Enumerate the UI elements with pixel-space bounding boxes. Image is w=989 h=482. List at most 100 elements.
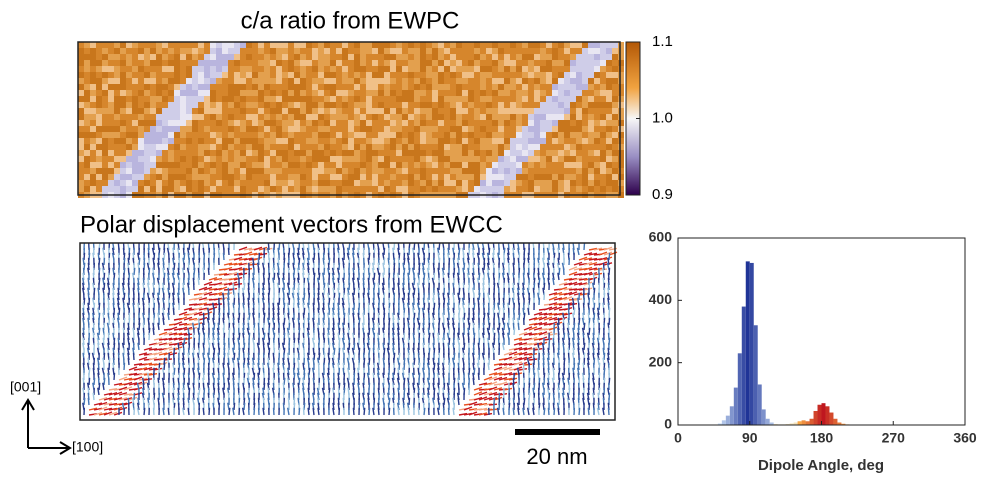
map-pixel <box>240 78 246 84</box>
displacement-vector <box>228 248 229 255</box>
map-pixel <box>84 162 90 168</box>
map-pixel <box>96 132 102 138</box>
map-pixel <box>168 120 174 126</box>
map-pixel <box>456 96 462 102</box>
map-pixel <box>96 108 102 114</box>
map-pixel <box>264 114 270 120</box>
map-pixel <box>162 138 168 144</box>
map-pixel <box>156 168 162 174</box>
map-pixel <box>474 84 480 90</box>
map-pixel <box>120 114 126 120</box>
map-pixel <box>252 108 258 114</box>
map-pixel <box>486 48 492 54</box>
map-pixel <box>138 108 144 114</box>
map-pixel <box>396 66 402 72</box>
map-pixel <box>264 144 270 150</box>
map-pixel <box>210 42 216 48</box>
map-pixel <box>150 132 156 138</box>
map-pixel <box>564 144 570 150</box>
map-pixel <box>384 96 390 102</box>
map-pixel <box>450 60 456 66</box>
displacement-vector <box>153 328 154 335</box>
map-pixel <box>438 168 444 174</box>
map-pixel <box>264 90 270 96</box>
map-pixel <box>552 96 558 102</box>
map-pixel <box>120 84 126 90</box>
map-pixel <box>444 186 450 192</box>
displacement-vector <box>158 243 159 250</box>
displacement-vector <box>234 353 235 360</box>
map-pixel <box>468 102 474 108</box>
map-pixel <box>426 78 432 84</box>
map-pixel <box>558 180 564 186</box>
map-pixel <box>78 78 84 84</box>
map-pixel <box>300 186 306 192</box>
map-pixel <box>300 96 306 102</box>
map-pixel <box>492 150 498 156</box>
map-pixel <box>204 54 210 60</box>
map-pixel <box>198 162 204 168</box>
map-pixel <box>618 108 624 114</box>
map-pixel <box>486 78 492 84</box>
map-pixel <box>594 96 600 102</box>
map-pixel <box>174 186 180 192</box>
map-pixel <box>276 108 282 114</box>
map-pixel <box>576 114 582 120</box>
map-pixel <box>192 84 198 90</box>
map-pixel <box>276 66 282 72</box>
map-pixel <box>222 54 228 60</box>
map-pixel <box>84 186 90 192</box>
map-pixel <box>276 156 282 162</box>
map-pixel <box>474 54 480 60</box>
map-pixel <box>546 108 552 114</box>
displacement-vector <box>184 338 185 345</box>
map-pixel <box>606 180 612 186</box>
map-pixel <box>126 162 132 168</box>
map-pixel <box>288 126 294 132</box>
map-pixel <box>78 180 84 186</box>
map-pixel <box>462 60 468 66</box>
map-pixel <box>228 66 234 72</box>
map-pixel <box>168 138 174 144</box>
map-pixel <box>510 84 516 90</box>
map-pixel <box>492 144 498 150</box>
map-pixel <box>420 78 426 84</box>
map-pixel <box>234 60 240 66</box>
map-pixel <box>504 60 510 66</box>
map-pixel <box>240 156 246 162</box>
map-pixel <box>168 156 174 162</box>
map-pixel <box>582 42 588 48</box>
map-pixel <box>552 186 558 192</box>
map-pixel <box>546 138 552 144</box>
map-pixel <box>324 84 330 90</box>
map-pixel <box>498 144 504 150</box>
map-pixel <box>408 186 414 192</box>
displacement-vector <box>544 339 552 340</box>
map-pixel <box>276 48 282 54</box>
map-pixel <box>114 42 120 48</box>
map-pixel <box>582 108 588 114</box>
map-pixel <box>366 144 372 150</box>
map-pixel <box>204 72 210 78</box>
displacement-vector <box>354 353 355 360</box>
map-pixel <box>300 156 306 162</box>
map-pixel <box>174 156 180 162</box>
map-pixel <box>264 132 270 138</box>
map-pixel <box>588 156 594 162</box>
map-pixel <box>528 78 534 84</box>
map-pixel <box>432 78 438 84</box>
map-pixel <box>144 168 150 174</box>
map-pixel <box>132 48 138 54</box>
map-pixel <box>174 138 180 144</box>
map-pixel <box>618 96 624 102</box>
map-pixel <box>534 108 540 114</box>
map-pixel <box>114 120 120 126</box>
displacement-vector <box>108 353 109 360</box>
map-pixel <box>156 156 162 162</box>
map-pixel <box>312 138 318 144</box>
map-pixel <box>120 156 126 162</box>
map-pixel <box>168 126 174 132</box>
map-pixel <box>162 78 168 84</box>
map-pixel <box>336 90 342 96</box>
map-pixel <box>330 108 336 114</box>
